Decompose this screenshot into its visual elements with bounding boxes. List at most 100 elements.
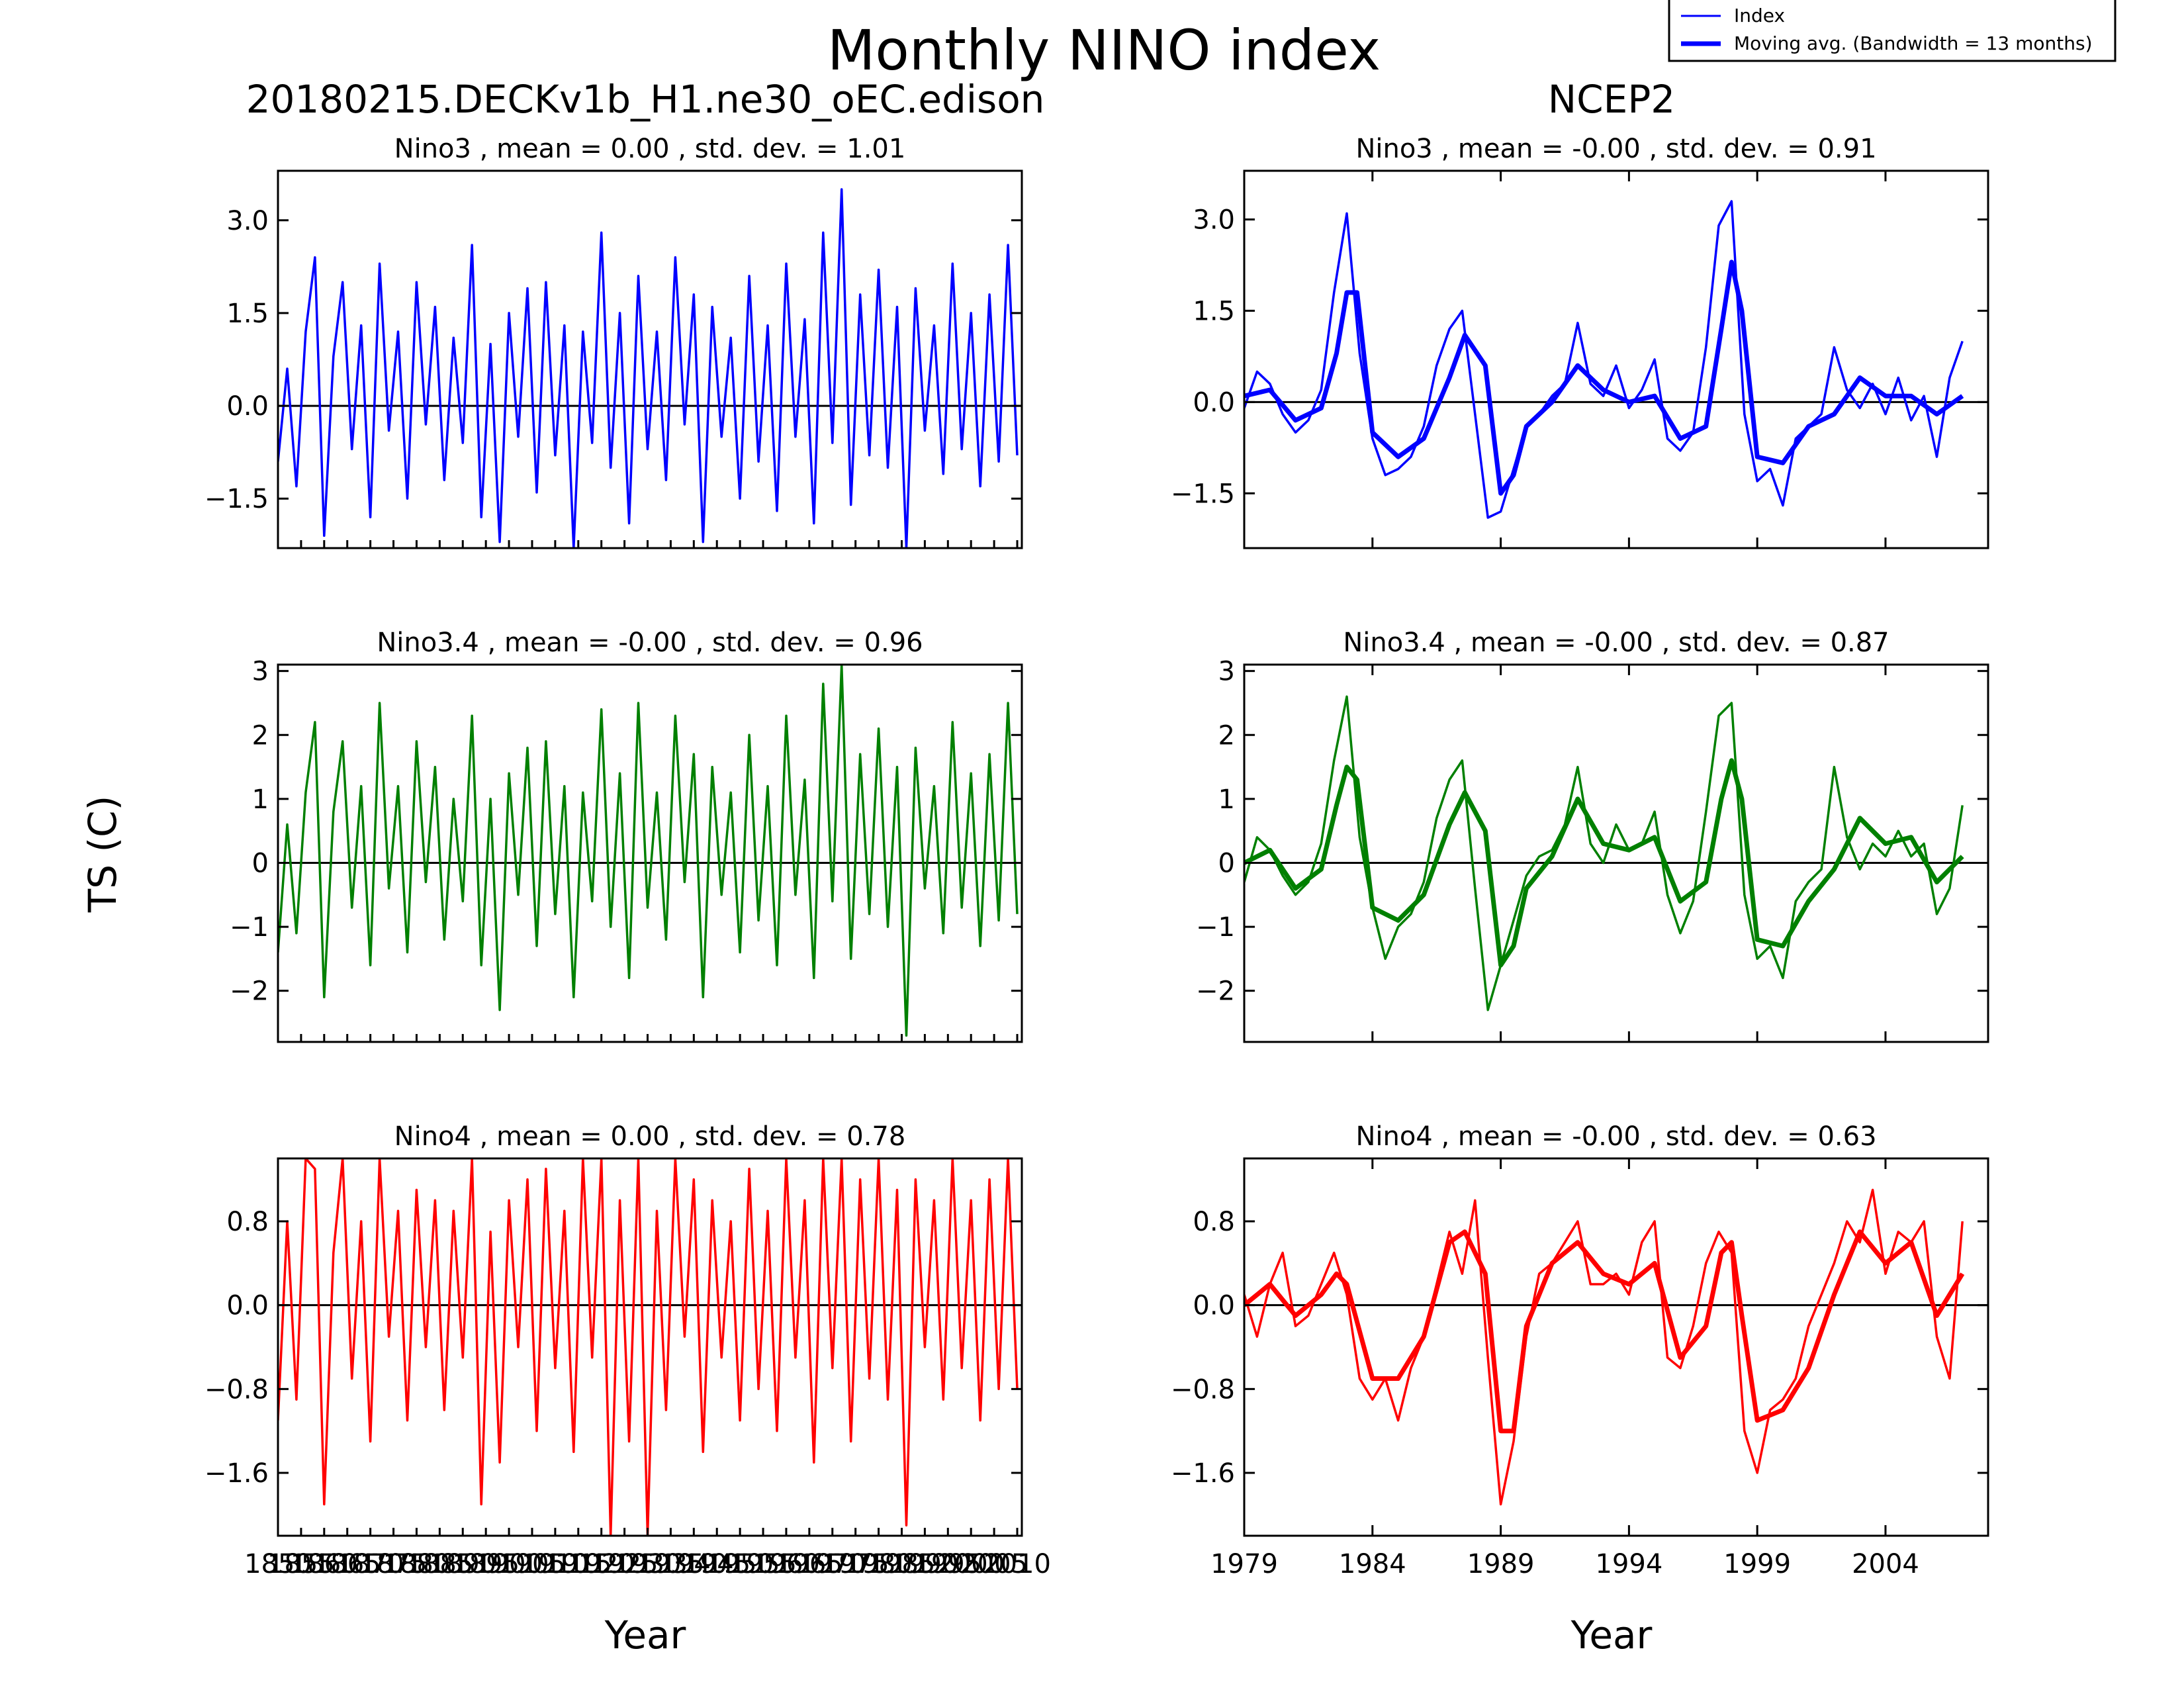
x-tick-label: 1875 xyxy=(360,1549,428,1579)
plot-area xyxy=(1244,695,1988,1011)
y-tick-label: 3 xyxy=(1218,657,1235,687)
x-tick-label: 1979 xyxy=(1210,1549,1278,1579)
x-tick-label: 1984 xyxy=(1339,1549,1406,1579)
legend-label-moving-avg: Moving avg. (Bandwidth = 13 months) xyxy=(1734,32,2093,54)
x-tick-label: 1910 xyxy=(522,1549,589,1579)
plot-frame xyxy=(277,663,1023,1043)
plot-frame xyxy=(1243,663,1989,1043)
panel-title: Nino3 , mean = 0.00 , std. dev. = 1.01 xyxy=(394,134,906,164)
y-tick-label: −0.8 xyxy=(205,1374,269,1405)
x-tick-label: 1975 xyxy=(822,1549,889,1579)
y-tick-label: −1.6 xyxy=(205,1458,269,1489)
figure-title: Monthly NINO index xyxy=(827,18,1381,83)
plot-frame xyxy=(1243,1157,1989,1537)
plot-area xyxy=(1244,1188,1988,1506)
plot-frame xyxy=(1243,169,1989,549)
panels: Nino3 , mean = 0.00 , std. dev. = 1.01 3.… xyxy=(205,134,1989,1579)
x-tick-label: 1970 xyxy=(799,1549,866,1579)
x-tick-label: 1905 xyxy=(498,1549,566,1579)
x-tick-label: 1935 xyxy=(637,1549,705,1579)
panel-nino4-model: Nino4 , mean = 0.00 , std. dev. = 0.78 0.… xyxy=(205,1121,1051,1579)
x-tick-label: 1890 xyxy=(429,1549,496,1579)
panel-nino34-model: Nino3.4 , mean = -0.00 , std. dev. = 0.9… xyxy=(230,628,1023,1043)
series-moving-avg-line xyxy=(1244,758,1964,968)
plot-area xyxy=(1244,200,1988,519)
y-tick-label: 0.0 xyxy=(226,391,269,422)
y-tick-label: −1.6 xyxy=(1171,1458,1235,1489)
series-index-line xyxy=(1244,695,1964,1011)
panel-nino3-model: Nino3 , mean = 0.00 , std. dev. = 1.01 3.… xyxy=(205,134,1023,549)
series-index-line xyxy=(278,665,1019,1037)
y-tick-label: −1.5 xyxy=(1171,479,1235,509)
y-tick-label: −1 xyxy=(230,912,269,943)
panel-nino4-ncep2: Nino4 , mean = -0.00 , std. dev. = 0.63 0… xyxy=(1171,1121,1989,1579)
x-tick-label: 1860 xyxy=(291,1549,358,1579)
y-tick-label: 0 xyxy=(1218,848,1235,878)
x-tick-label: 1994 xyxy=(1595,1549,1662,1579)
legend-label-index: Index xyxy=(1734,5,1785,26)
x-tick-label: 1895 xyxy=(452,1549,520,1579)
x-tick-label: 1989 xyxy=(1467,1549,1535,1579)
x-tick-label: 1865 xyxy=(314,1549,381,1579)
x-tick-label: 1870 xyxy=(337,1549,404,1579)
x-tick-label: 1945 xyxy=(683,1549,751,1579)
x-tick-label: 1920 xyxy=(568,1549,635,1579)
x-tick-label: 1999 xyxy=(1723,1549,1791,1579)
series-index-line xyxy=(278,1158,1019,1536)
y-tick-label: 0 xyxy=(252,848,269,878)
x-tick-label: 1900 xyxy=(475,1549,543,1579)
panel-title: Nino3.4 , mean = -0.00 , std. dev. = 0.8… xyxy=(1343,628,1889,658)
panel-title: Nino4 , mean = 0.00 , std. dev. = 0.78 xyxy=(394,1121,906,1152)
y-tick-label: 1.5 xyxy=(226,299,269,329)
x-axis-label-ncep2: Year xyxy=(1570,1613,1653,1658)
x-tick-label: 1880 xyxy=(383,1549,451,1579)
x-tick-label: 1980 xyxy=(845,1549,913,1579)
y-tick-label: 1.5 xyxy=(1193,296,1235,326)
y-tick-label: −2 xyxy=(1196,976,1235,1007)
y-tick-label: 3.0 xyxy=(226,206,269,236)
x-tick-label: 1955 xyxy=(729,1549,797,1579)
y-tick-label: 0.8 xyxy=(1193,1207,1235,1237)
x-tick-label: 1915 xyxy=(545,1549,612,1579)
plot-area xyxy=(278,665,1022,1037)
x-tick-label: 2004 xyxy=(1852,1549,1919,1579)
y-tick-label: 3.0 xyxy=(1193,205,1235,236)
y-tick-label: 0.0 xyxy=(1193,1291,1235,1321)
x-tick-label: 1930 xyxy=(614,1549,682,1579)
x-tick-label: 1925 xyxy=(591,1549,659,1579)
x-tick-label: 2005 xyxy=(960,1549,1028,1579)
y-tick-label: −1.5 xyxy=(205,484,269,514)
series-index-line xyxy=(1244,200,1964,519)
panel-title: Nino3.4 , mean = -0.00 , std. dev. = 0.9… xyxy=(377,628,923,658)
x-tick-label: 1985 xyxy=(868,1549,936,1579)
x-tick-label: 1995 xyxy=(914,1549,981,1579)
x-tick-label: 2000 xyxy=(937,1549,1005,1579)
y-tick-label: 1 xyxy=(1218,784,1235,815)
column-title-ncep2: NCEP2 xyxy=(1548,77,1675,122)
y-tick-label: 2 xyxy=(252,720,269,751)
y-tick-label: −2 xyxy=(230,976,269,1007)
legend-box xyxy=(1668,0,2116,62)
panel-title: Nino4 , mean = -0.00 , std. dev. = 0.63 xyxy=(1355,1121,1876,1152)
series-index-line xyxy=(1244,1188,1964,1506)
x-tick-label: 1960 xyxy=(752,1549,820,1579)
plot-frame xyxy=(277,169,1023,549)
x-tick-label: 1940 xyxy=(660,1549,727,1579)
x-tick-label: 1990 xyxy=(891,1549,958,1579)
x-tick-label: 2010 xyxy=(983,1549,1051,1579)
panel-title: Nino3 , mean = -0.00 , std. dev. = 0.91 xyxy=(1355,134,1876,164)
y-tick-label: 1 xyxy=(252,784,269,815)
y-tick-label: 3 xyxy=(252,657,269,687)
plot-frame xyxy=(277,1157,1023,1537)
legend: Index Moving avg. (Bandwidth = 13 months… xyxy=(1668,0,2116,62)
series-index-line xyxy=(278,188,1019,548)
y-tick-label: −1 xyxy=(1196,912,1235,943)
series-moving-avg-line xyxy=(1244,259,1964,496)
column-title-model: 20180215.DECKv1b_H1.ne30_oEC.edison xyxy=(246,77,1045,122)
y-tick-label: 0.0 xyxy=(1193,387,1235,418)
series-moving-avg-line xyxy=(1244,1229,1965,1434)
y-tick-label: 2 xyxy=(1218,720,1235,751)
x-tick-label: 1850 xyxy=(244,1549,312,1579)
y-tick-label: 0.0 xyxy=(226,1291,269,1321)
